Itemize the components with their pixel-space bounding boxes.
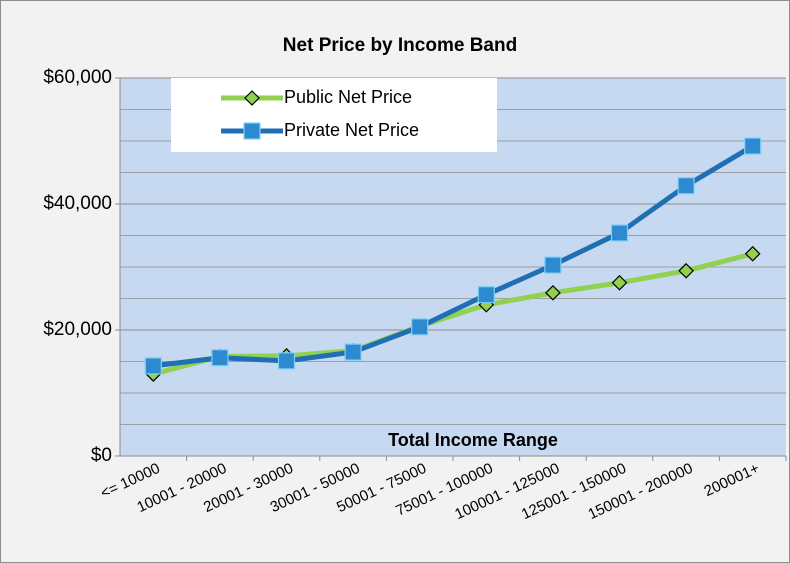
marker — [678, 262, 694, 279]
marker — [211, 349, 229, 367]
marker — [610, 224, 629, 242]
legend-marker — [244, 90, 260, 106]
legend-marker — [243, 122, 261, 140]
y-tick-label: $20,000 — [43, 319, 112, 340]
legend-label: Private Net Price — [284, 120, 419, 140]
marker — [677, 177, 695, 195]
marker — [744, 245, 761, 262]
marker — [744, 137, 762, 155]
marker — [277, 352, 296, 370]
legend-box — [171, 78, 497, 152]
legend-label: Public Net Price — [284, 87, 412, 107]
series-line — [152, 251, 754, 377]
y-tick-label: $60,000 — [43, 67, 112, 88]
marker — [611, 274, 628, 291]
marker — [411, 318, 429, 336]
marker — [344, 343, 362, 361]
marker — [144, 357, 162, 375]
chart-title: Net Price by Income Band — [283, 35, 517, 56]
y-tick-label: $40,000 — [43, 193, 112, 214]
y-tick-label: $0 — [91, 445, 112, 466]
legend-symbol — [244, 90, 260, 106]
series-line — [152, 143, 754, 369]
legend-symbol — [243, 122, 261, 140]
marker — [545, 284, 561, 301]
marker — [544, 256, 562, 274]
x-axis-title: Total Income Range — [388, 430, 558, 450]
marker — [477, 286, 495, 304]
